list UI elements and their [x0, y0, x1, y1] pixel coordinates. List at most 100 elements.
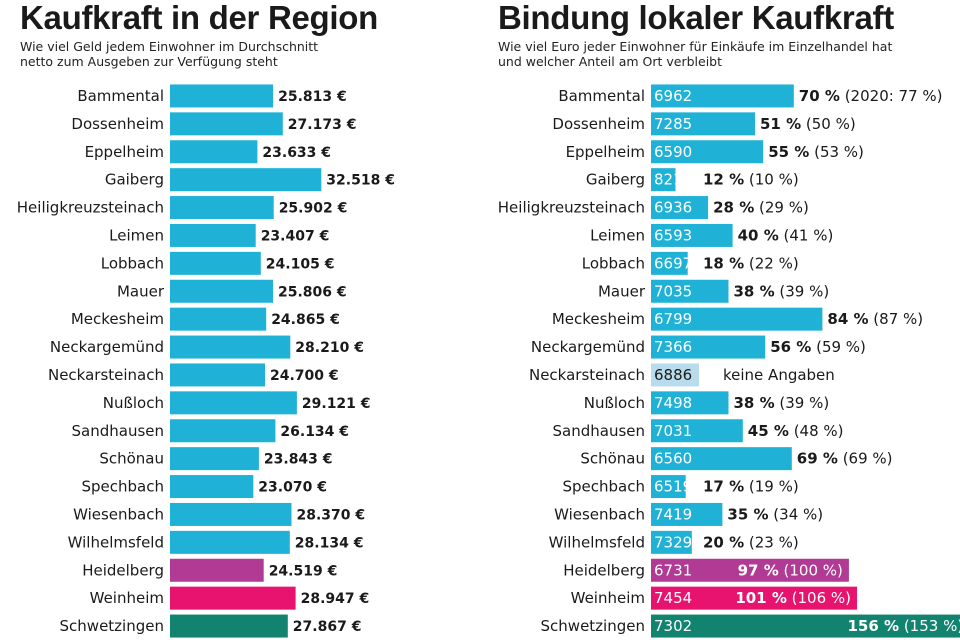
share-label: 70 % (2020: 77 %): [799, 87, 943, 105]
bar: [170, 84, 274, 108]
euro-label: 7035: [654, 282, 692, 300]
share-current-value: 45 %: [748, 422, 789, 440]
share-current-value: 40 %: [738, 226, 779, 244]
share-previous-value: (22 %): [744, 254, 799, 272]
share-label: 101 % (106 %): [735, 589, 851, 607]
bar: [170, 223, 256, 247]
bar: [651, 391, 729, 415]
bar: [170, 391, 297, 415]
share-previous-value: (53 %): [809, 143, 864, 161]
retention-panel: Bindung lokaler Kaufkraft Wie viel Euro …: [490, 0, 960, 640]
share-previous-value: (106 %): [787, 589, 851, 607]
no-data-label: keine Angaben: [723, 366, 835, 384]
category-label: Neckarsteinach: [48, 366, 164, 384]
bar: [170, 112, 283, 136]
bar: [651, 196, 709, 220]
value-label: 25.806 €: [278, 284, 347, 300]
category-label: Neckarsteinach: [529, 366, 645, 384]
bar: [170, 530, 290, 554]
category-label: Schönau: [580, 450, 645, 468]
value-label: 28.370 €: [297, 507, 366, 523]
category-label: Schönau: [99, 450, 164, 468]
euro-label: 7302: [654, 617, 692, 635]
share-previous-value: (29 %): [754, 199, 809, 217]
bar: [170, 279, 273, 303]
category-label: Mauer: [117, 282, 165, 300]
share-previous-value: (39 %): [775, 394, 830, 412]
value-label: 26.134 €: [280, 424, 349, 440]
euro-label: 6590: [654, 143, 692, 161]
share-label: 38 % (39 %): [734, 394, 830, 412]
euro-label: 6962: [654, 87, 692, 105]
category-label: Weinheim: [90, 589, 164, 607]
category-label: Dossenheim: [71, 115, 164, 133]
share-previous-value: (34 %): [769, 505, 824, 523]
share-previous-value: (59 %): [811, 338, 866, 356]
euro-label: 6799: [654, 310, 692, 328]
bar: [170, 168, 322, 192]
euro-label: 7419: [654, 505, 692, 523]
category-label: Meckesheim: [552, 310, 645, 328]
share-previous-value: (100 %): [779, 561, 843, 579]
euro-label: 6697: [654, 254, 692, 272]
share-label: 55 % (53 %): [768, 143, 864, 161]
share-current-value: 35 %: [727, 505, 768, 523]
euro-label: 6731: [654, 561, 692, 579]
value-label: 24.105 €: [266, 256, 335, 272]
bar: [170, 140, 258, 164]
category-label: Schwetzingen: [541, 617, 645, 635]
value-label: 24.865 €: [271, 312, 340, 328]
bar: [170, 586, 296, 610]
share-label: 156 % (153 %): [848, 617, 960, 635]
category-label: Heidelberg: [563, 561, 645, 579]
share-label: 84 % (87 %): [827, 310, 923, 328]
bar: [651, 279, 729, 303]
euro-label: 7454: [654, 589, 692, 607]
share-label: 45 % (48 %): [748, 422, 844, 440]
value-label: 25.813 €: [278, 89, 347, 105]
bar: [170, 307, 267, 331]
share-current-value: 12 %: [703, 171, 744, 189]
share-label: 69 % (69 %): [797, 450, 893, 468]
category-label: Meckesheim: [71, 310, 164, 328]
category-label: Dossenheim: [552, 115, 645, 133]
bar: [651, 447, 792, 471]
value-label: 23.843 €: [264, 452, 333, 468]
bar: [651, 614, 960, 638]
right-chart-subtitle: Wie viel Euro jeder Einwohner für Einkäu…: [498, 39, 892, 69]
category-label: Sandhausen: [553, 422, 646, 440]
share-label: 35 % (34 %): [727, 505, 823, 523]
value-label: 32.518 €: [326, 173, 395, 189]
share-current-value: 97 %: [738, 561, 779, 579]
euro-label: 6560: [654, 450, 692, 468]
euro-label: 6593: [654, 226, 692, 244]
euro-label: 6886: [654, 366, 692, 384]
category-label: Wilhelmsfeld: [549, 533, 645, 551]
category-label: Neckargemünd: [531, 338, 645, 356]
bar: [170, 363, 265, 387]
share-label: 12 % (10 %): [703, 171, 799, 189]
bar: [170, 614, 288, 638]
value-label: 28.210 €: [295, 340, 364, 356]
category-label: Neckargemünd: [50, 338, 164, 356]
bar: [651, 112, 755, 136]
category-label: Bammental: [558, 87, 645, 105]
share-current-value: 28 %: [713, 199, 754, 217]
bar: [170, 447, 259, 471]
share-current-value: 101 %: [735, 589, 787, 607]
category-label: Bammental: [77, 87, 164, 105]
bar: [170, 196, 274, 220]
value-label: 27.867 €: [293, 619, 362, 635]
euro-label: 7498: [654, 394, 692, 412]
bar: [170, 251, 261, 275]
share-current-value: 56 %: [770, 338, 811, 356]
value-label: 28.134 €: [295, 535, 364, 551]
category-label: Spechbach: [563, 478, 646, 496]
share-current-value: 156 %: [848, 617, 900, 635]
left-subtitle-line-1: Wie viel Geld jedem Einwohner im Durchsc…: [20, 39, 319, 54]
share-previous-value: (2020: 77 %): [840, 87, 943, 105]
category-label: Wiesenbach: [554, 505, 645, 523]
share-current-value: 17 %: [703, 478, 744, 496]
value-label: 25.902 €: [279, 201, 348, 217]
euro-label: 7031: [654, 422, 692, 440]
